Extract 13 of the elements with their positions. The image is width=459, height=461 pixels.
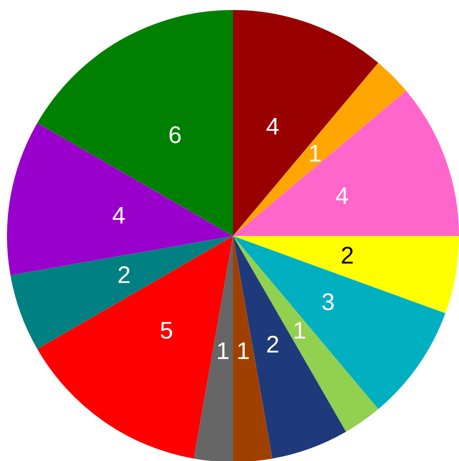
data-label: 1: [216, 338, 230, 366]
data-label: 1: [236, 338, 250, 366]
data-label: 4: [112, 202, 126, 230]
data-label: 3: [321, 289, 335, 316]
data-label: 6: [168, 122, 182, 150]
data-label: 4: [266, 113, 280, 140]
data-label: 4: [335, 182, 349, 210]
data-label: 2: [117, 262, 131, 290]
data-label: 1: [308, 140, 322, 168]
data-label: 1: [292, 318, 306, 345]
data-label: 2: [340, 242, 354, 270]
data-label: 5: [160, 318, 174, 345]
data-label: 2: [266, 332, 280, 359]
